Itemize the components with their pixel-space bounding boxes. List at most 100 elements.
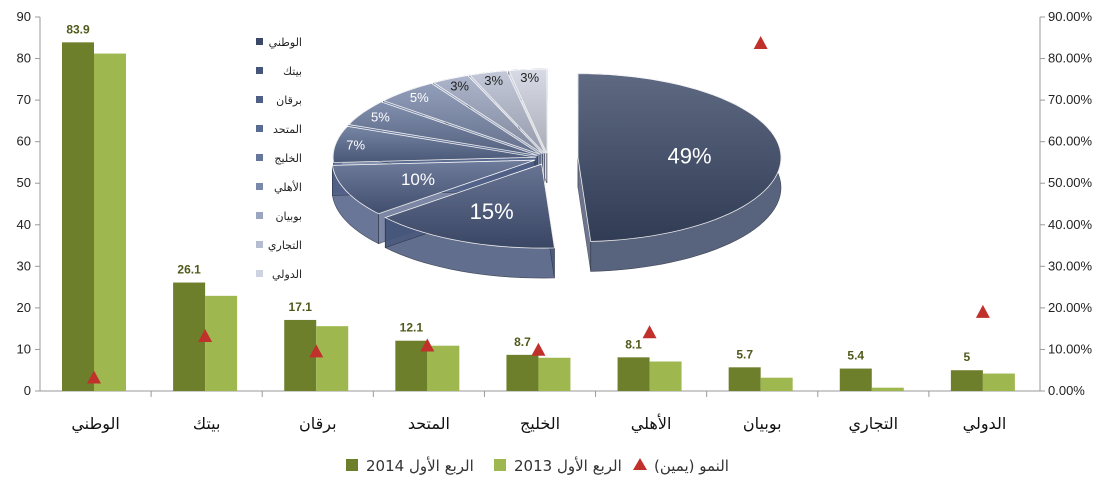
axes: 0 10 20 30 40 50 60 70 80 90 0.00% 10.00% 20.00% 30.0… xyxy=(17,9,1093,434)
growth-marker xyxy=(87,370,101,384)
growth-markers xyxy=(87,36,990,384)
pie-slice-shade xyxy=(385,164,555,249)
y-tick-label: 10 xyxy=(17,341,31,356)
category-label: الدولي xyxy=(963,414,1007,434)
data-label: 5 xyxy=(964,350,971,364)
pie-legend-swatch xyxy=(256,241,263,248)
y-tick-label: 40 xyxy=(17,217,31,232)
y2-tick-label: 50.00% xyxy=(1048,175,1093,190)
bar-2014 xyxy=(62,42,94,392)
bar-2013 xyxy=(871,387,904,391)
y2-tick-label: 10.00% xyxy=(1048,341,1093,356)
y2-tick-label: 20.00% xyxy=(1048,300,1093,315)
pie-legend-swatch xyxy=(256,38,263,45)
growth-marker xyxy=(420,338,435,352)
bar-2013 xyxy=(982,373,1015,391)
y-tick-label: 60 xyxy=(17,134,31,149)
data-label: 12.1 xyxy=(400,321,424,335)
data-label: 8.1 xyxy=(625,337,642,351)
bar-2013 xyxy=(94,53,126,392)
pie-slice-shade xyxy=(383,83,541,155)
pie-slice-shade xyxy=(577,73,781,242)
category-label: الخليج xyxy=(520,414,560,433)
y-tick-label: 0 xyxy=(24,383,31,398)
growth-marker xyxy=(309,344,324,358)
pie-legend-label: بوبيان xyxy=(275,210,302,223)
y2-tick-label: 40.00% xyxy=(1048,217,1093,232)
y2-tick-label: 80.00% xyxy=(1048,51,1093,66)
y2-tick-label: 60.00% xyxy=(1048,134,1093,149)
y-tick-label: 30 xyxy=(17,258,31,273)
growth-marker xyxy=(198,328,213,342)
category-label: بوبيان xyxy=(743,414,782,434)
y2-tick-label: 90.00% xyxy=(1048,9,1093,24)
growth-marker xyxy=(531,342,546,356)
data-label: 5.4 xyxy=(847,349,864,363)
legend-marker-growth xyxy=(633,458,647,470)
bar-2013 xyxy=(538,357,571,391)
y2-tick-label: 70.00% xyxy=(1048,92,1093,107)
pie-legend-swatch xyxy=(256,270,263,277)
pie-pct-label: 49% xyxy=(668,143,712,168)
pie-slice-shade xyxy=(469,70,545,154)
pie-legend-label: الوطني xyxy=(269,36,302,49)
legend-swatch xyxy=(494,459,506,471)
legend-label: النمو (يمين) xyxy=(654,457,729,475)
bar-2014 xyxy=(839,368,872,391)
data-label: 17.1 xyxy=(289,300,313,314)
pie-pct-label: 5% xyxy=(410,90,429,105)
bar-2014 xyxy=(506,354,539,391)
y-tick-label: 50 xyxy=(17,175,31,190)
pie-pct-label: 10% xyxy=(401,170,435,189)
category-label: بيتك xyxy=(193,414,221,433)
legend-label: الربع الأول 2014 xyxy=(366,456,474,475)
category-label: المتحد xyxy=(408,414,450,433)
bar-2013 xyxy=(205,295,238,391)
bar-2014 xyxy=(950,370,983,391)
data-label: 8.7 xyxy=(514,335,531,349)
pie-legend-label: التجاري xyxy=(268,239,302,252)
pie-pct-label: 3% xyxy=(484,73,503,88)
bar-2013 xyxy=(427,345,460,391)
pie-legend-label: بيتك xyxy=(283,65,302,78)
pie-legend-label: الأهلي xyxy=(274,180,302,194)
pie-legend-swatch xyxy=(256,67,263,74)
pie-legend-swatch xyxy=(256,125,263,132)
pie-slice-shade xyxy=(332,160,535,214)
category-label: الوطني xyxy=(71,414,119,434)
pie-chart: 49% 15% 10% 7% 5% 5% 3% 3% 3% الوطني بيتك برقان المت… xyxy=(256,36,782,281)
pie-pct-label: 15% xyxy=(470,199,514,224)
pie-legend-swatch xyxy=(256,183,263,190)
pie-slice-shade xyxy=(348,101,538,156)
bar-2014 xyxy=(617,357,650,391)
pie-legend-label: برقان xyxy=(276,94,302,107)
category-label: برقان xyxy=(299,414,337,434)
y-tick-label: 90 xyxy=(17,9,31,24)
category-label: التجاري xyxy=(849,414,899,434)
bar-2013 xyxy=(316,326,349,391)
pie-legend-swatch xyxy=(256,154,263,161)
y2-tick-label: 30.00% xyxy=(1048,258,1093,273)
legend-swatch xyxy=(346,459,358,471)
growth-marker xyxy=(975,304,990,318)
pie-pct-label: 7% xyxy=(346,138,365,153)
pie-pct-label: 5% xyxy=(371,109,390,124)
pie-legend-swatch xyxy=(256,212,263,219)
y-tick-label: 70 xyxy=(17,92,31,107)
bar-2014 xyxy=(728,367,761,391)
data-labels: 83.9 26.1 17.1 12.1 8.7 8.1 5.7 5.4 5 xyxy=(66,22,970,364)
y2-tick-label: 0.00% xyxy=(1048,383,1085,398)
pie-legend-label: المتحد xyxy=(273,123,302,136)
pie-slice-shade xyxy=(508,69,547,154)
pie-pct-label: 3% xyxy=(520,70,539,85)
bar-series xyxy=(62,42,1015,392)
bar-2014 xyxy=(173,282,206,391)
pie-slice-shade xyxy=(333,126,537,163)
bottom-legend: النمو (يمين) الربع الأول 2013 الربع الأول … xyxy=(346,456,729,475)
y-tick-label: 20 xyxy=(17,300,31,315)
growth-marker xyxy=(642,325,657,339)
pie-legend-label: الخليج xyxy=(274,152,302,165)
data-label: 83.9 xyxy=(66,22,90,36)
y-tick-label: 80 xyxy=(17,51,31,66)
